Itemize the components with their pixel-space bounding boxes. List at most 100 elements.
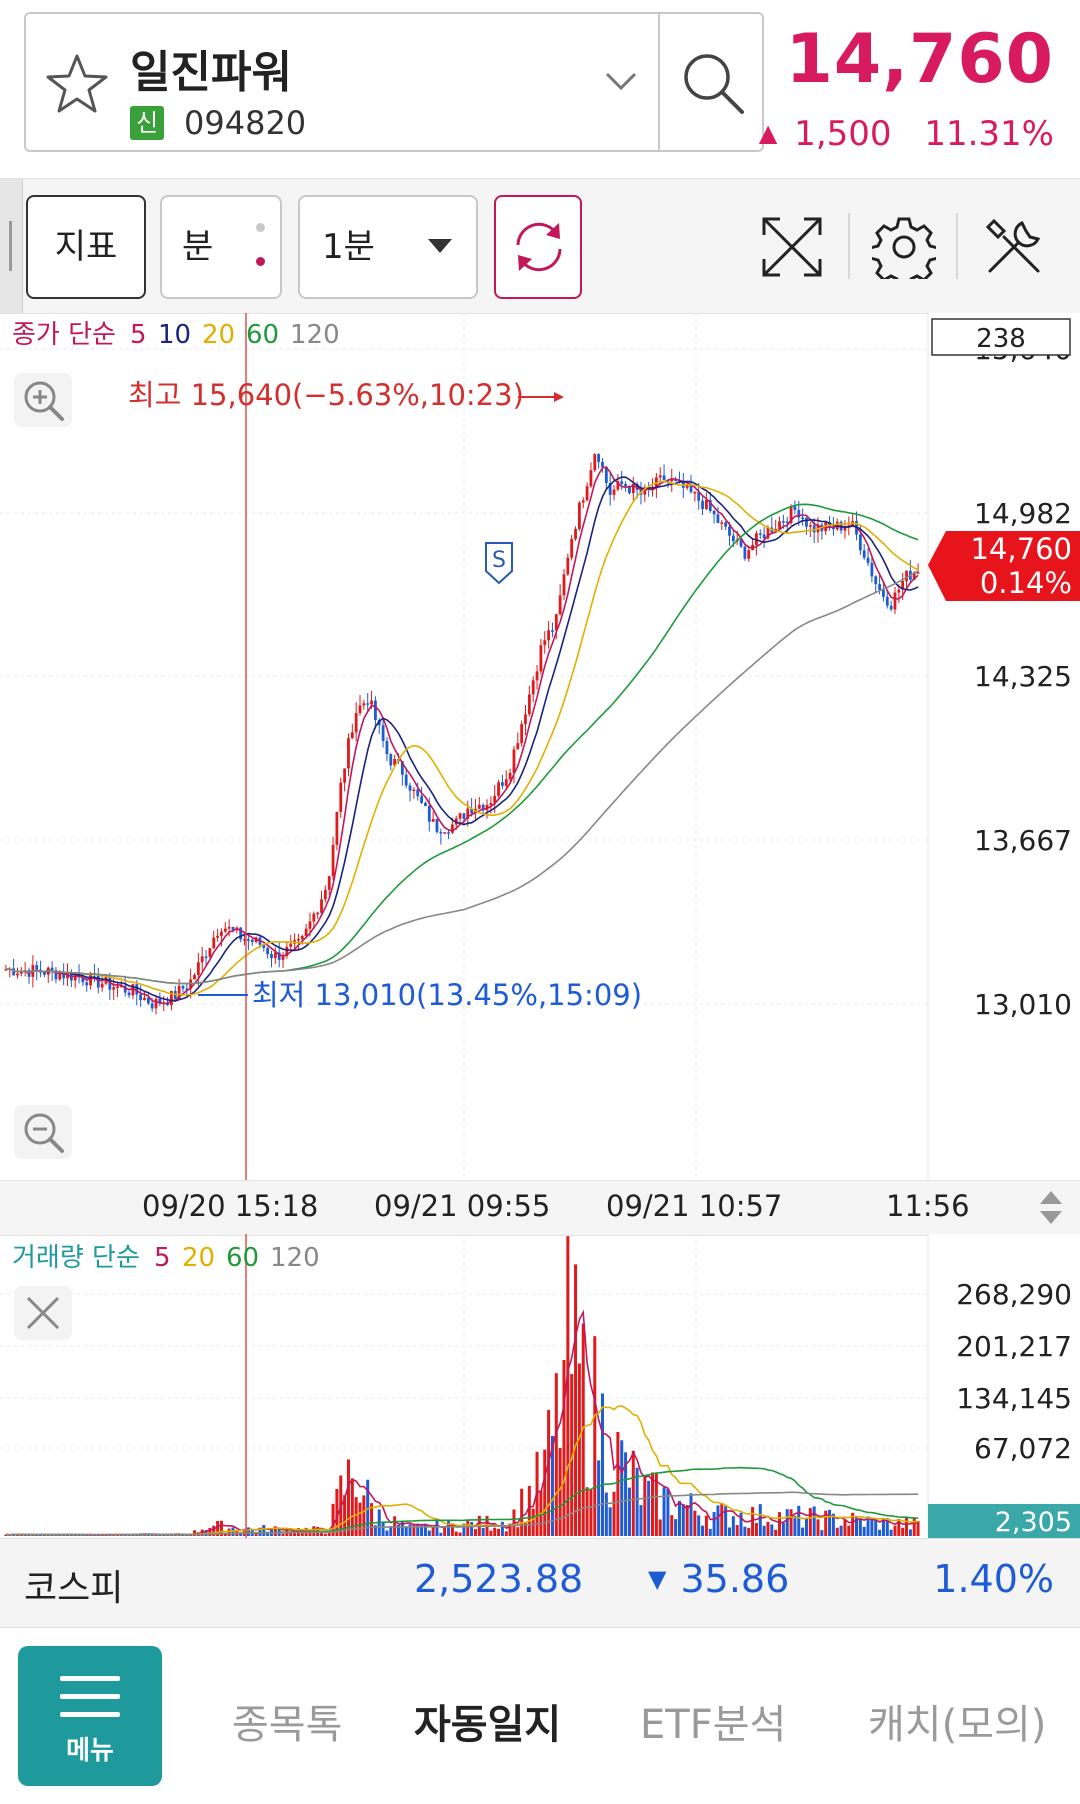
candle-body xyxy=(570,539,574,558)
volume-bar xyxy=(754,1523,758,1536)
market-tag-badge: 신 xyxy=(130,106,164,140)
volume-legend-periods: 5 20 60 120 xyxy=(154,1243,320,1273)
nav-item-stock-talk[interactable]: 종목톡 xyxy=(232,1702,343,1748)
tools-icon[interactable] xyxy=(982,215,1046,279)
candle-body xyxy=(16,973,19,976)
volume-bar xyxy=(858,1518,862,1536)
resize-arrows-icon[interactable] xyxy=(1040,1191,1062,1225)
refresh-button[interactable] xyxy=(494,195,582,299)
drawer-handle[interactable] xyxy=(0,179,23,313)
volume-chart[interactable]: 268,290 201,217 134,145 67,072 거래량 단순 5 20 60… xyxy=(0,1234,1080,1538)
volume-bar xyxy=(508,1523,512,1536)
candle-body xyxy=(250,939,254,942)
volume-ma-legend-20: 20 xyxy=(182,1243,215,1273)
time-axis[interactable]: 09/20 15:18 09/21 09:55 09/21 10:57 11:5… xyxy=(0,1180,1080,1236)
volume-ma-legend-120: 120 xyxy=(270,1243,320,1273)
candle-body xyxy=(604,466,608,483)
candle-body xyxy=(916,572,920,574)
kospi-ticker[interactable]: 코스피 2,523.88 ▼ 35.86 1.40% xyxy=(0,1538,1080,1628)
candle-body xyxy=(524,714,527,725)
volume-bar xyxy=(612,1491,616,1536)
volume-bar xyxy=(435,1520,439,1536)
ma-line-60 xyxy=(5,503,919,985)
volume-bar xyxy=(593,1336,597,1536)
bar-count-box[interactable] xyxy=(931,318,1071,356)
candle-body xyxy=(862,550,866,558)
volume-bar xyxy=(804,1518,808,1536)
ma-legend-10: 10 xyxy=(158,320,191,350)
kospi-change-amount: 35.86 xyxy=(680,1557,790,1601)
indicator-button[interactable]: 지표 xyxy=(26,195,146,299)
candle-body xyxy=(208,948,212,957)
nav-item-catch-mock[interactable]: 캐치(모의) xyxy=(868,1702,1047,1748)
expand-icon[interactable] xyxy=(760,215,824,279)
volume-bar xyxy=(793,1515,797,1536)
gear-icon[interactable] xyxy=(872,215,936,279)
volume-bar xyxy=(262,1525,266,1536)
volume-bar xyxy=(758,1504,762,1536)
zoom-out-icon[interactable] xyxy=(14,1105,72,1159)
candle-body xyxy=(897,589,901,593)
kospi-label: 코스피 xyxy=(24,1568,124,1609)
volume-bar xyxy=(466,1520,470,1536)
close-icon[interactable] xyxy=(14,1286,72,1340)
candle-body xyxy=(231,926,235,930)
price-legend-title: 종가 단순 xyxy=(12,320,116,350)
candle-body xyxy=(762,534,766,539)
y-tick-label: 13,010 xyxy=(974,988,1072,1021)
volume-bar xyxy=(581,1323,585,1536)
search-icon[interactable] xyxy=(680,50,746,116)
candle-body xyxy=(704,499,708,510)
star-icon[interactable] xyxy=(44,52,110,116)
candle-body xyxy=(420,796,423,803)
candle-body xyxy=(508,773,512,780)
volume-bar xyxy=(620,1440,624,1536)
candle-body xyxy=(354,713,358,733)
volume-bar xyxy=(23,1534,27,1536)
volume-bar xyxy=(193,1530,197,1536)
candle-body xyxy=(574,528,577,540)
volume-bar xyxy=(901,1527,905,1536)
volume-bar xyxy=(493,1527,497,1536)
candle-body xyxy=(270,954,273,959)
volume-bar xyxy=(743,1526,747,1536)
candle-body xyxy=(339,782,343,812)
candle-body xyxy=(196,962,200,976)
interval-select[interactable]: 1분 xyxy=(298,195,478,299)
zoom-in-icon[interactable] xyxy=(14,373,72,427)
time-unit-button[interactable]: 분 xyxy=(160,195,282,299)
menu-button[interactable]: 메뉴 xyxy=(18,1646,162,1786)
chevron-down-icon[interactable] xyxy=(604,70,638,92)
current-price-flag-pct: 0.14% xyxy=(980,566,1072,600)
volume-bar xyxy=(647,1480,651,1536)
volume-bar xyxy=(574,1264,578,1536)
volume-bar xyxy=(431,1526,435,1536)
candle-body xyxy=(358,705,362,714)
nav-item-etf-analysis[interactable]: ETF분석 xyxy=(640,1702,787,1748)
candle-body xyxy=(377,720,381,726)
volume-bar xyxy=(585,1487,589,1536)
volume-bar xyxy=(831,1513,835,1536)
candle-body xyxy=(277,952,281,960)
candle-body xyxy=(200,956,204,963)
volume-bar xyxy=(662,1487,666,1536)
candle-body xyxy=(112,987,116,990)
signal-marker[interactable]: S xyxy=(485,542,513,585)
volume-bar xyxy=(481,1527,485,1536)
ma-line-120 xyxy=(5,570,919,985)
candle-body xyxy=(458,813,462,819)
candle-body xyxy=(504,779,508,786)
volume-bar xyxy=(735,1525,739,1536)
candle-body xyxy=(243,939,246,941)
stock-name: 일진파워 xyxy=(130,47,292,98)
volume-bar xyxy=(439,1532,443,1536)
volume-bar xyxy=(778,1512,782,1536)
volume-bar xyxy=(731,1516,735,1536)
current-price-flag-value: 14,760 xyxy=(971,532,1072,566)
candle-body xyxy=(701,500,704,510)
candle-body xyxy=(343,768,347,783)
current-volume-value: 2,305 xyxy=(995,1507,1072,1538)
candle-body xyxy=(58,973,62,980)
nav-item-auto-journal[interactable]: 자동일지 xyxy=(414,1702,562,1748)
